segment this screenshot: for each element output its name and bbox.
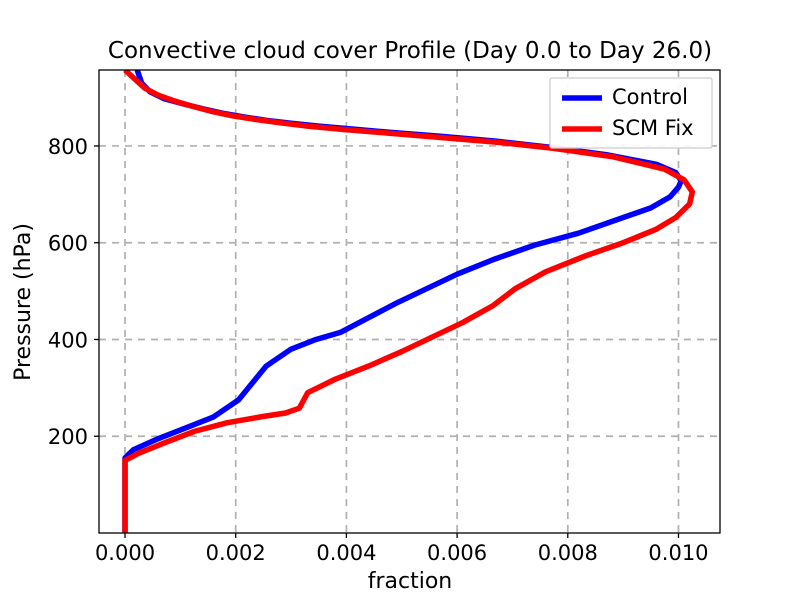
x-tick-label-4: 0.008 <box>538 541 598 565</box>
series-line-scm-fix <box>122 70 696 533</box>
plot-frame <box>98 69 721 534</box>
chart-title: Convective cloud cover Profile (Day 0.0 … <box>108 38 712 64</box>
y-axis-label: Pressure (hPa) <box>11 223 36 381</box>
axes-frame <box>98 69 721 534</box>
data-series-layer <box>122 70 696 533</box>
chart-legend[interactable]: Control SCM Fix <box>549 77 713 149</box>
y-tick-label-3: 800 <box>48 135 88 159</box>
x-axis-label: fraction <box>368 569 453 594</box>
x-tick-label-3: 0.006 <box>427 541 487 565</box>
y-tick-label-0: 200 <box>48 425 88 449</box>
y-tick-label-2: 600 <box>48 232 88 256</box>
legend-label-control[interactable]: Control <box>612 85 688 109</box>
x-tick-label-0: 0.000 <box>95 541 155 565</box>
legend-label-scm-fix[interactable]: SCM Fix <box>612 116 694 140</box>
x-tick-label-2: 0.004 <box>316 541 376 565</box>
tick-marks-and-labels: 0.000 0.002 0.004 0.006 0.008 0.010 200 400 600 8… <box>48 135 709 565</box>
y-tick-label-1: 400 <box>48 328 88 352</box>
x-tick-label-1: 0.002 <box>206 541 266 565</box>
x-tick-label-5: 0.010 <box>648 541 708 565</box>
